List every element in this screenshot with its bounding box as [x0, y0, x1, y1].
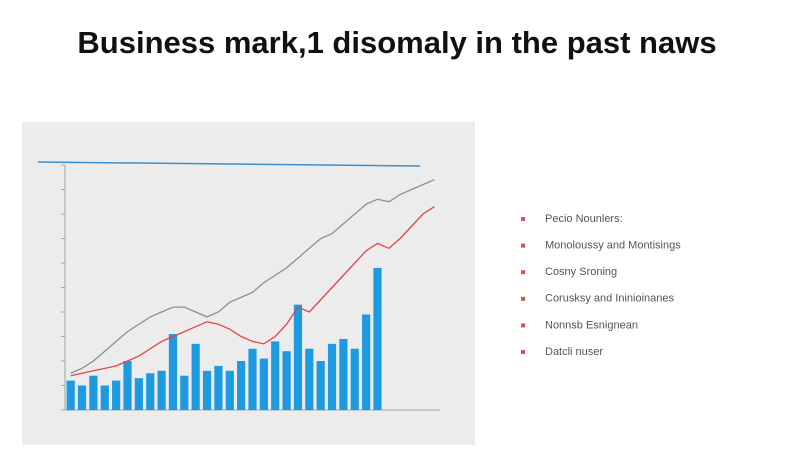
- bullet-text: Datcli nuser: [545, 346, 603, 358]
- top-rule: [37, 161, 421, 167]
- bar: [350, 348, 359, 410]
- bar: [202, 370, 212, 410]
- line: [70, 179, 435, 374]
- bar: [180, 375, 189, 410]
- bar: [282, 351, 291, 410]
- bullet-marker: [521, 323, 525, 328]
- bar: [259, 358, 268, 410]
- bullet-text: Pecio Nounlers:: [545, 213, 623, 225]
- bar: [191, 343, 200, 410]
- bar: [100, 385, 109, 410]
- bar: [225, 370, 234, 410]
- bullet-marker: [521, 243, 525, 248]
- bar: [271, 341, 280, 410]
- bullet-text: Cosny Sroning: [545, 266, 617, 278]
- bullet-text: Corusksy and Ininioinanes: [545, 293, 675, 305]
- bar: [327, 343, 337, 410]
- bar: [123, 361, 132, 410]
- bullet-marker: [521, 296, 525, 301]
- bar: [214, 365, 223, 410]
- bar: [89, 375, 98, 410]
- bar: [293, 304, 303, 410]
- bar: [112, 380, 121, 410]
- bar: [305, 348, 314, 410]
- bar: [373, 267, 382, 410]
- bullet-marker: [521, 217, 525, 221]
- bar: [77, 385, 87, 410]
- bar: [66, 380, 75, 410]
- bullet-marker: [521, 350, 525, 354]
- bullet-marker: [521, 270, 525, 275]
- bullet-text: Monoloussy and Montisings: [545, 240, 681, 252]
- bar: [362, 314, 371, 410]
- bullet-text: Nonnsb Esnignean: [545, 319, 638, 331]
- bar: [146, 373, 155, 410]
- bar: [248, 348, 257, 410]
- bar: [237, 361, 246, 410]
- bar: [134, 378, 143, 410]
- slide-title: Business mark,1 disomaly in the past naw…: [77, 25, 716, 60]
- bar: [316, 361, 325, 410]
- line: [70, 206, 435, 377]
- bar: [168, 334, 178, 410]
- bar: [157, 370, 166, 410]
- bar: [339, 338, 348, 410]
